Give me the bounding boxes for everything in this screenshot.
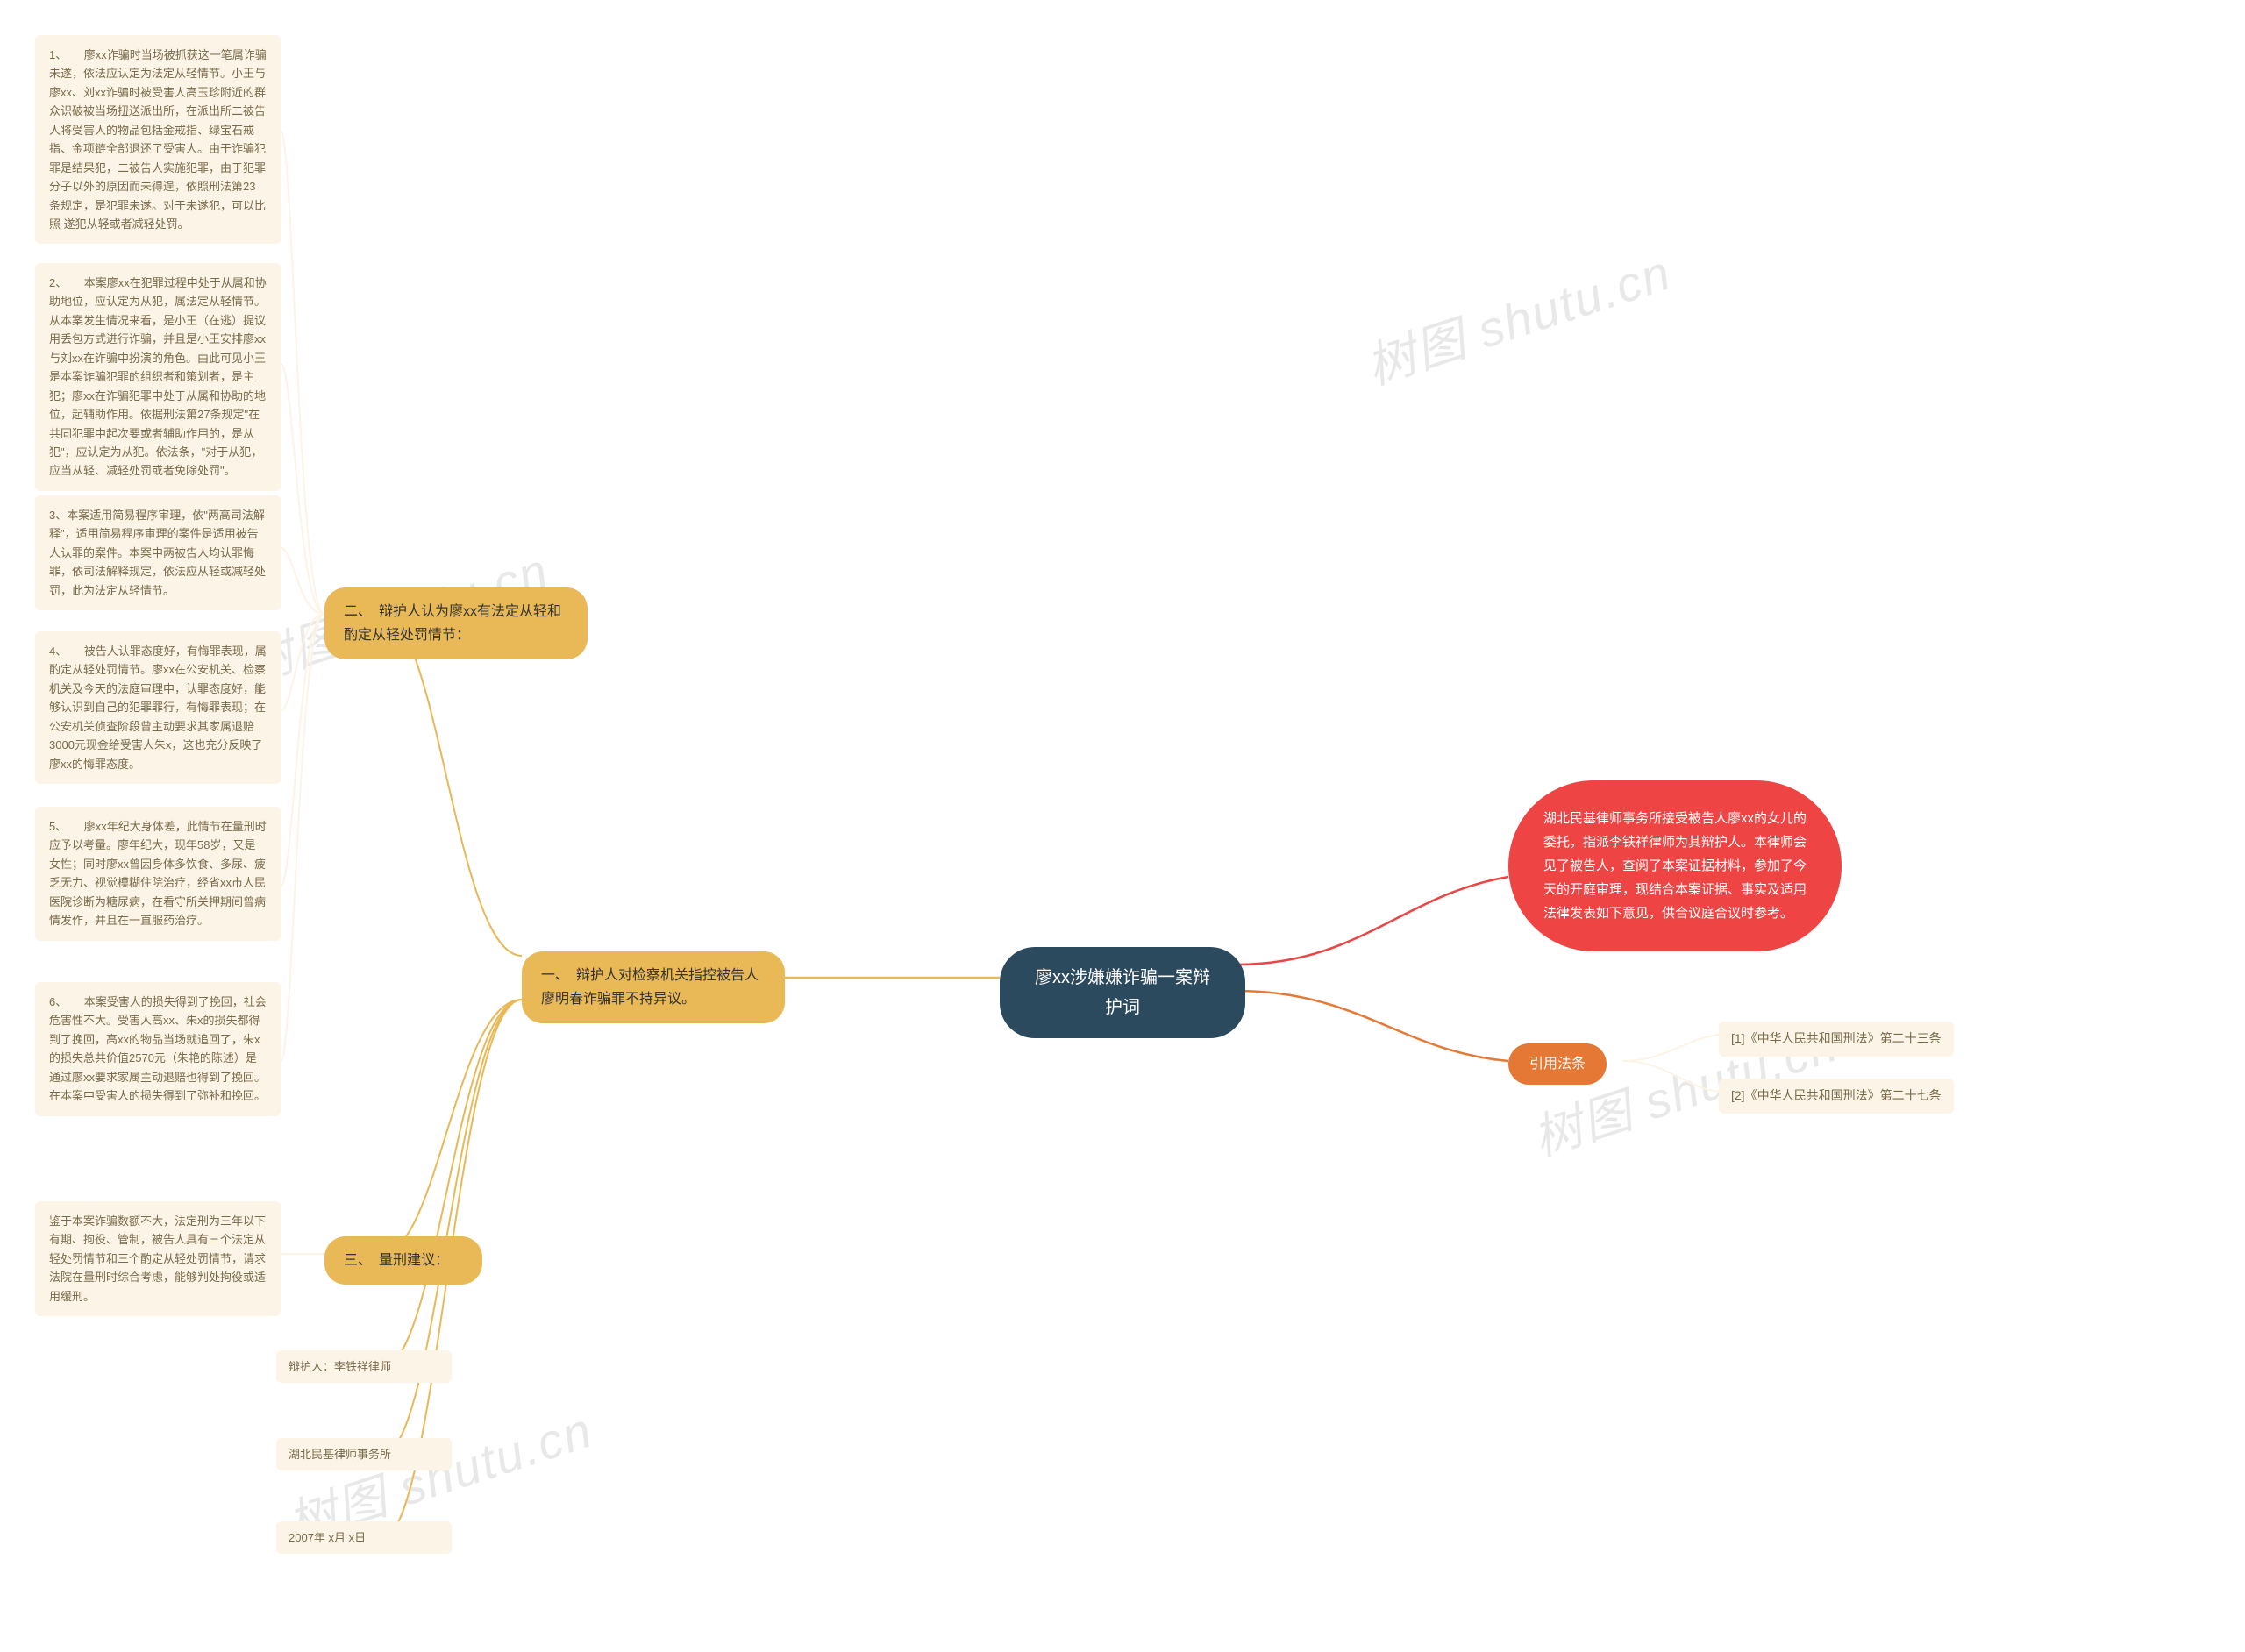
- detail-6[interactable]: 6、 本案受害人的损失得到了挽回，社会危害性不大。受害人高xx、朱x的损失都得到…: [35, 982, 281, 1116]
- references-node[interactable]: 引用法条: [1508, 1043, 1607, 1085]
- section-2-label: 二、 辩护人认为廖xx有法定从轻和酌定从轻处罚情节：: [344, 604, 561, 643]
- law-text: [2]《中华人民共和国刑法》第二十七条: [1731, 1088, 1942, 1102]
- law-ref-2[interactable]: [2]《中华人民共和国刑法》第二十七条: [1719, 1079, 1954, 1114]
- firm-node[interactable]: 湖北民基律师事务所: [276, 1438, 452, 1470]
- date-text: 2007年 x月 x日: [289, 1531, 366, 1544]
- center-title: 廖xx涉嫌嫌诈骗一案辩护词: [1035, 968, 1210, 1017]
- section-3[interactable]: 三、 量刑建议：: [324, 1236, 482, 1285]
- section-1-label: 一、 辩护人对检察机关指控被告人廖明春诈骗罪不持异议。: [541, 968, 759, 1007]
- detail-2-text: 2、 本案廖xx在犯罪过程中处于从属和协助地位，应认定为从犯，属法定从轻情节。从…: [49, 276, 267, 477]
- intro-node[interactable]: 湖北民基律师事务所接受被告人廖xx的女儿的委托，指派李铁祥律师为其辩护人。本律师…: [1508, 780, 1842, 951]
- detail-2[interactable]: 2、 本案廖xx在犯罪过程中处于从属和协助地位，应认定为从犯，属法定从轻情节。从…: [35, 263, 281, 491]
- detail-1-text: 1、 廖xx诈骗时当场被抓获这一笔属诈骗未遂，依法应认定为法定从轻情节。小王与廖…: [49, 48, 267, 231]
- intro-text: 湖北民基律师事务所接受被告人廖xx的女儿的委托，指派李铁祥律师为其辩护人。本律师…: [1543, 811, 1807, 921]
- detail-3[interactable]: 3、本案适用简易程序审理，依"两高司法解释"，适用简易程序审理的案件是适用被告人…: [35, 495, 281, 610]
- mindmap-connectors: [0, 0, 2245, 1652]
- detail-4-text: 4、 被告人认罪态度好，有悔罪表现，属酌定从轻处罚情节。廖xx在公安机关、检察机…: [49, 644, 267, 771]
- firm-text: 湖北民基律师事务所: [289, 1448, 391, 1461]
- section-2[interactable]: 二、 辩护人认为廖xx有法定从轻和酌定从轻处罚情节：: [324, 587, 588, 659]
- detail-7[interactable]: 鉴于本案诈骗数额不大，法定刑为三年以下有期、拘役、管制，被告人具有三个法定从轻处…: [35, 1201, 281, 1316]
- detail-3-text: 3、本案适用简易程序审理，依"两高司法解释"，适用简易程序审理的案件是适用被告人…: [49, 509, 266, 597]
- section-1[interactable]: 一、 辩护人对检察机关指控被告人廖明春诈骗罪不持异议。: [522, 951, 785, 1023]
- references-label: 引用法条: [1529, 1057, 1586, 1072]
- lawyer-text: 辩护人：李铁祥律师: [289, 1360, 391, 1373]
- detail-5-text: 5、 廖xx年纪大身体差，此情节在量刑时应予以考量。廖年纪大，现年58岁，又是女…: [49, 820, 267, 927]
- lawyer-node[interactable]: 辩护人：李铁祥律师: [276, 1350, 452, 1383]
- detail-7-text: 鉴于本案诈骗数额不大，法定刑为三年以下有期、拘役、管制，被告人具有三个法定从轻处…: [49, 1214, 266, 1303]
- center-topic[interactable]: 廖xx涉嫌嫌诈骗一案辩护词: [1000, 947, 1245, 1038]
- watermark: 树图 shutu.cn: [1356, 233, 1679, 399]
- section-3-label: 三、 量刑建议：: [344, 1253, 449, 1268]
- law-ref-1[interactable]: [1]《中华人民共和国刑法》第二十三条: [1719, 1022, 1954, 1057]
- detail-1[interactable]: 1、 廖xx诈骗时当场被抓获这一笔属诈骗未遂，依法应认定为法定从轻情节。小王与廖…: [35, 35, 281, 244]
- detail-5[interactable]: 5、 廖xx年纪大身体差，此情节在量刑时应予以考量。廖年纪大，现年58岁，又是女…: [35, 807, 281, 941]
- detail-6-text: 6、 本案受害人的损失得到了挽回，社会危害性不大。受害人高xx、朱x的损失都得到…: [49, 995, 267, 1102]
- law-text: [1]《中华人民共和国刑法》第二十三条: [1731, 1031, 1942, 1045]
- date-node[interactable]: 2007年 x月 x日: [276, 1521, 452, 1554]
- detail-4[interactable]: 4、 被告人认罪态度好，有悔罪表现，属酌定从轻处罚情节。廖xx在公安机关、检察机…: [35, 631, 281, 784]
